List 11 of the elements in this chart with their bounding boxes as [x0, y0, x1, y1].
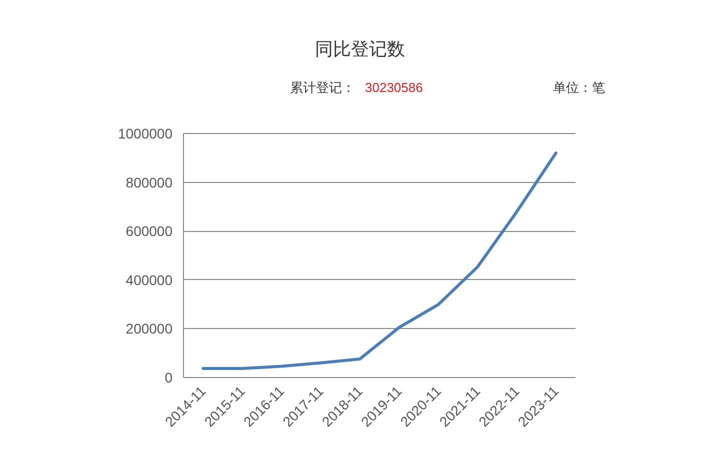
line-series: [202, 152, 558, 370]
text: 30230586: [365, 80, 423, 96]
text: 单位：笔: [553, 80, 605, 96]
y-tick-label: 400000: [126, 272, 173, 288]
y-tick-label: 0: [164, 370, 173, 386]
y-tick-label: 1000000: [118, 126, 173, 142]
chart-subtitle: 累计登记：: [290, 80, 355, 96]
chart-title: 同比登记数: [314, 39, 406, 61]
y-tick-label: 800000: [126, 174, 173, 190]
y-tick-label: 600000: [126, 223, 173, 240]
y-tick-label: 200000: [126, 320, 173, 337]
